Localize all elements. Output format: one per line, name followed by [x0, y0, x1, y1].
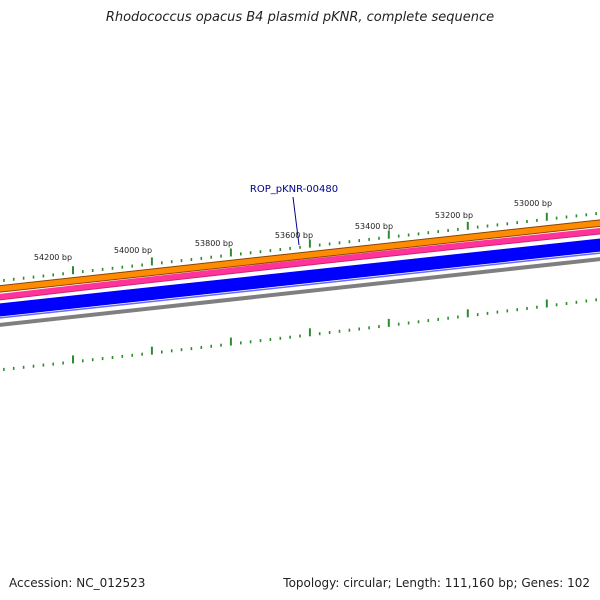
topology-summary: Topology: circular; Length: 111,160 bp; …	[283, 576, 590, 590]
accession-text: Accession: NC_012523	[9, 576, 146, 590]
orange-track-fill	[0, 220, 600, 292]
tick-label-53000: 53000 bp	[514, 199, 552, 208]
blue-track	[0, 238, 600, 317]
blue-track-edge	[0, 252, 600, 319]
tick-label-54200: 54200 bp	[34, 253, 72, 262]
tick-label-53600: 53600 bp	[275, 231, 313, 240]
pink-track	[0, 228, 600, 300]
tick-label-53800: 53800 bp	[195, 239, 233, 248]
grey-track	[0, 257, 600, 327]
tick-label-53400: 53400 bp	[355, 222, 393, 231]
inner-tick-ring	[3, 298, 597, 371]
map-title: Rhodococcus opacus B4 plasmid pKNR, comp…	[105, 10, 495, 25]
pink-track-outline	[0, 233, 600, 301]
gene-leader-line	[292, 196, 300, 246]
tick-label-54000: 54000 bp	[114, 246, 152, 255]
gene-label[interactable]: ROP_pKNR-00480	[250, 184, 338, 195]
outer-tick-ring	[3, 212, 597, 282]
tick-label-53200: 53200 bp	[435, 211, 473, 220]
